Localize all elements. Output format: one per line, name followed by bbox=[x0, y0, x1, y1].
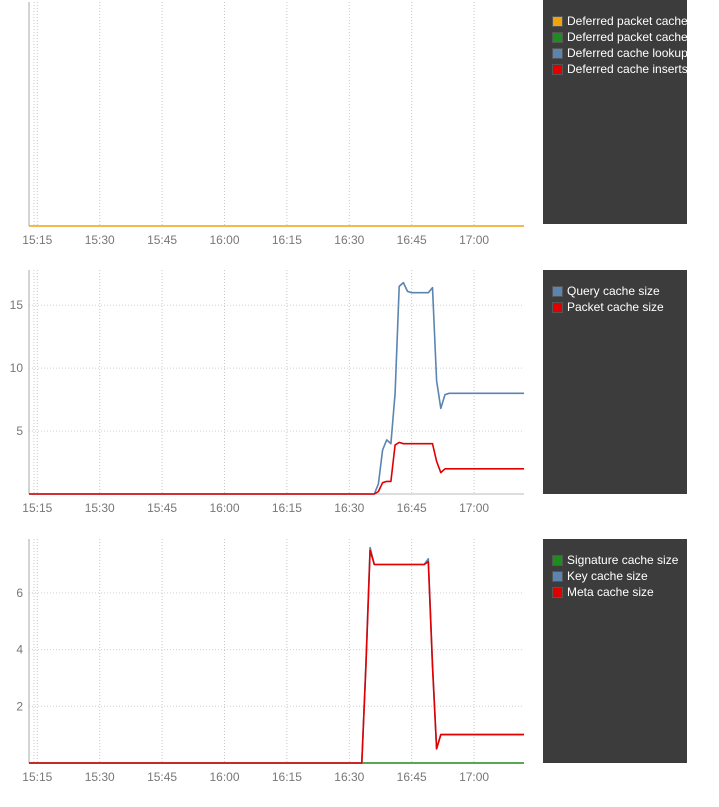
x-tick-label: 16:30 bbox=[334, 770, 364, 784]
legend-swatch bbox=[552, 570, 563, 582]
series-line bbox=[29, 546, 524, 764]
x-tick-label: 16:45 bbox=[397, 233, 427, 247]
legend-item[interactable]: Query cache size bbox=[543, 283, 687, 299]
x-tick-label: 16:00 bbox=[209, 770, 239, 784]
legend-label: Deferred packet cache bbox=[567, 14, 687, 28]
legend-label: Signature cache size bbox=[567, 553, 679, 567]
legend-label: Query cache size bbox=[567, 284, 660, 298]
chart-plot: 15:15 15:30 15:45 16:00 16:15 16:30 16:45 17:00 bbox=[22, 2, 524, 247]
legend-swatch bbox=[552, 301, 563, 313]
x-tick-label: 16:45 bbox=[397, 501, 427, 515]
series-line bbox=[29, 281, 524, 495]
legend-label: Deferred cache inserts/ bbox=[567, 62, 687, 76]
chart-cache-sizes: 15:15 15:30 15:45 16:00 16:15 16:30 16:45 17:00… bbox=[0, 268, 719, 538]
legend-item[interactable]: Deferred packet cache bbox=[543, 13, 687, 29]
legend-swatch bbox=[552, 586, 563, 598]
legend-swatch bbox=[552, 15, 563, 27]
x-tick-label: 15:15 bbox=[22, 501, 52, 515]
x-tick-label: 15:45 bbox=[147, 770, 177, 784]
y-tick-label: 10 bbox=[10, 361, 24, 375]
x-tick-label: 16:30 bbox=[334, 233, 364, 247]
chart-plot: 15:15 15:30 15:45 16:00 16:15 16:30 16:45 17:00… bbox=[16, 539, 524, 784]
legend-label: Packet cache size bbox=[567, 300, 664, 314]
legend-item[interactable]: Key cache size bbox=[543, 568, 687, 584]
legend-item[interactable]: Meta cache size bbox=[543, 584, 687, 600]
legend-item[interactable]: Deferred packet cache bbox=[543, 29, 687, 45]
legend-swatch bbox=[552, 47, 563, 59]
y-tick-label: 2 bbox=[16, 699, 23, 713]
x-tick-label: 15:30 bbox=[85, 501, 115, 515]
y-tick-label: 6 bbox=[16, 586, 23, 600]
x-tick-label: 17:00 bbox=[459, 770, 489, 784]
y-tick-label: 15 bbox=[10, 298, 24, 312]
legend-label: Deferred packet cache bbox=[567, 30, 687, 44]
legend-item[interactable]: Deferred cache lookups bbox=[543, 45, 687, 61]
x-tick-label: 15:45 bbox=[147, 501, 177, 515]
x-tick-label: 16:00 bbox=[209, 501, 239, 515]
chart-legend: Deferred packet cache Deferred packet ca… bbox=[543, 0, 687, 224]
legend-swatch bbox=[552, 554, 563, 566]
legend-swatch bbox=[552, 31, 563, 43]
x-tick-label: 15:30 bbox=[85, 770, 115, 784]
legend-label: Deferred cache lookups bbox=[567, 46, 687, 60]
x-tick-label: 16:15 bbox=[272, 233, 302, 247]
legend-item[interactable]: Packet cache size bbox=[543, 299, 687, 315]
series-line bbox=[29, 441, 524, 495]
chart-plot: 15:15 15:30 15:45 16:00 16:15 16:30 16:45 17:00… bbox=[10, 270, 524, 515]
chart-deferred-cache: 15:15 15:30 15:45 16:00 16:15 16:30 16:45 17:00… bbox=[0, 0, 719, 270]
y-tick-label: 4 bbox=[16, 643, 23, 657]
x-tick-label: 15:30 bbox=[85, 233, 115, 247]
legend-item[interactable]: Deferred cache inserts/ bbox=[543, 61, 687, 77]
x-tick-label: 15:15 bbox=[22, 233, 52, 247]
legend-label: Key cache size bbox=[567, 569, 648, 583]
x-tick-label: 15:45 bbox=[147, 233, 177, 247]
series-line bbox=[29, 549, 524, 764]
x-tick-label: 16:00 bbox=[209, 233, 239, 247]
x-tick-label: 17:00 bbox=[459, 501, 489, 515]
x-tick-label: 16:30 bbox=[334, 501, 364, 515]
x-tick-label: 16:45 bbox=[397, 770, 427, 784]
x-tick-label: 15:15 bbox=[22, 770, 52, 784]
x-tick-label: 16:15 bbox=[272, 501, 302, 515]
y-tick-label: 5 bbox=[16, 424, 23, 438]
x-tick-label: 16:15 bbox=[272, 770, 302, 784]
legend-label: Meta cache size bbox=[567, 585, 654, 599]
legend-swatch bbox=[552, 285, 563, 297]
chart-legend: Signature cache size Key cache size Meta… bbox=[543, 539, 687, 763]
legend-item[interactable]: Signature cache size bbox=[543, 552, 687, 568]
x-tick-label: 17:00 bbox=[459, 233, 489, 247]
legend-swatch bbox=[552, 63, 563, 75]
chart-legend: Query cache size Packet cache size bbox=[543, 270, 687, 494]
chart-crypto-cache-sizes: 15:15 15:30 15:45 16:00 16:15 16:30 16:45 17:00… bbox=[0, 537, 719, 807]
